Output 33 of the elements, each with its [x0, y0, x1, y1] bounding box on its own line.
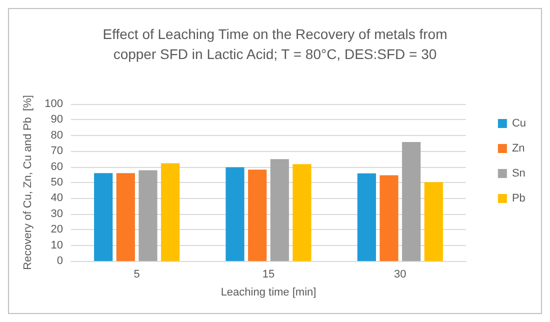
- y-axis-title: Recovery of Cu, Zn, Cu and Pb [%]: [22, 95, 34, 270]
- bar: [380, 175, 398, 261]
- x-tick-label: 15: [262, 268, 275, 280]
- y-tick-label: 50: [50, 176, 63, 188]
- bar: [94, 173, 113, 261]
- y-tick-label: 20: [50, 224, 63, 236]
- bar: [161, 163, 180, 261]
- bar: [138, 170, 158, 261]
- legend-label: Pb: [512, 192, 526, 204]
- legend-label: Zn: [512, 142, 525, 154]
- bar: [357, 173, 376, 261]
- legend-label: Sn: [512, 168, 526, 180]
- x-tick-label: 30: [394, 268, 406, 280]
- y-tick-label: 70: [50, 145, 63, 158]
- y-tick-label: 100: [44, 98, 63, 110]
- y-tick-label: 0: [56, 255, 63, 267]
- bar: [226, 167, 244, 261]
- legend-label: Cu: [512, 118, 526, 130]
- y-tick-label: 30: [50, 208, 63, 220]
- y-tick-label: 60: [50, 160, 63, 173]
- bar: [270, 159, 289, 261]
- y-tick-label: 90: [50, 114, 63, 126]
- y-tick-label: 80: [50, 129, 63, 142]
- x-tick-label: 5: [134, 268, 140, 280]
- bar: [292, 164, 312, 261]
- x-axis-title: Leaching time [min]: [220, 286, 316, 298]
- chart-title: Effect of Leaching Time on the Recovery of metals from copper SFD in Lactic Acid; T = 80°C, DES:SFD = 30: [102, 26, 448, 62]
- bar: [424, 182, 443, 261]
- bar: [116, 173, 135, 261]
- y-tick-label: 10: [50, 239, 63, 252]
- bar: [402, 142, 421, 261]
- y-tick-label: 40: [50, 192, 63, 204]
- bar: [248, 170, 267, 261]
